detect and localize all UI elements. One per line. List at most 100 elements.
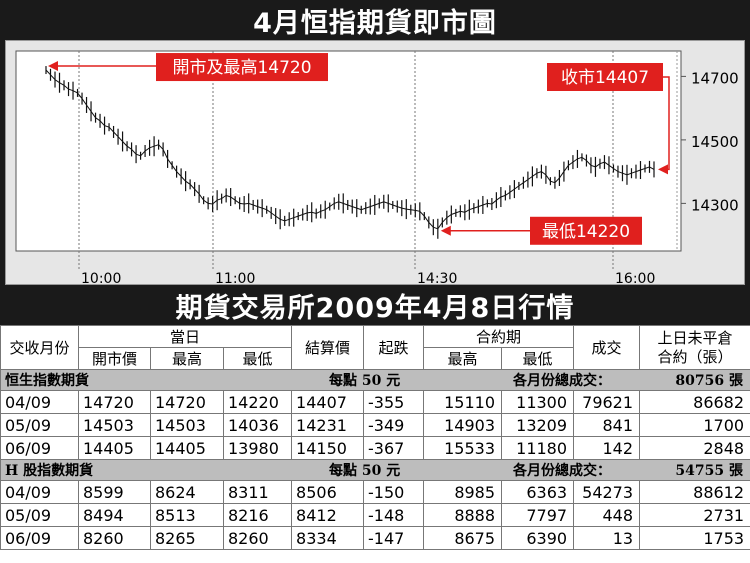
table-cell: -349 [363, 413, 425, 437]
table-cell: 8675 [423, 526, 503, 550]
table-cell: 14720 [150, 390, 224, 414]
oi-line2: 合約（張） [657, 347, 733, 366]
col-month: 交收月份 [0, 325, 79, 370]
table-cell: 13 [573, 526, 641, 550]
table-cell: 8624 [150, 480, 224, 504]
close-label-box [547, 63, 663, 91]
table-cell: -147 [363, 526, 425, 550]
col-volume: 成交 [573, 325, 641, 370]
table-cell: 15110 [423, 390, 503, 414]
table-row: 04/09 8599 8624 8311 8506 -150 8985 6363 54273 88… [0, 480, 750, 504]
table-cell: 14503 [150, 413, 224, 437]
table-cell: 8216 [222, 503, 293, 527]
table-cell: 8260 [78, 526, 151, 550]
table-cell: 88612 [639, 480, 750, 504]
y-tick-label: 14300 [691, 196, 739, 214]
group-total: 54755 張 [675, 463, 743, 479]
table-cell: 04/09 [0, 480, 79, 504]
table-cell: 8265 [150, 526, 224, 550]
table-cell: 14405 [78, 436, 151, 460]
table-cell: 14407 [291, 390, 365, 414]
col-contract: 合約期 [423, 325, 575, 348]
table-cell: 14903 [423, 413, 503, 437]
table-cell: 8260 [222, 526, 293, 550]
table-cell: 142 [573, 436, 641, 460]
table-cell: 8311 [222, 480, 293, 504]
table-cell: 14231 [291, 413, 365, 437]
col-open-interest: 上日未平倉 合約（張） [639, 325, 750, 370]
group-header-row: H 股指數期貨 每點 50 元 各月份總成交： 54755 張 [0, 459, 750, 481]
open-label: 開市及最高14720 [172, 58, 311, 78]
close-label: 收市14407 [561, 68, 649, 88]
open-arrow-head [48, 61, 58, 72]
intraday-chart: 14700 14500 14300 10:00 11:00 14:30 16:00 開市及最高… [5, 40, 745, 286]
col-contract-low: 最低 [501, 347, 575, 370]
table-cell: 8599 [78, 480, 151, 504]
group-total: 80756 張 [675, 373, 743, 389]
table-cell: 05/09 [0, 413, 79, 437]
table-row: 05/09 8494 8513 8216 8412 -148 8888 7797 448 2731 [0, 503, 750, 527]
group-name: 恒生指數期貨 [5, 373, 89, 389]
table-row: 05/09 14503 14503 14036 14231 -349 14903 13209 8… [0, 413, 750, 437]
x-tick-label: 14:30 [417, 271, 457, 286]
group-unit: 每點 50 元 [329, 463, 401, 479]
table-cell: 1753 [639, 526, 750, 550]
low-label-box [530, 216, 642, 245]
group-header: 恒生指數期貨 每點 50 元 各月份總成交： 80756 張 [0, 369, 750, 391]
table-cell: 8985 [423, 480, 503, 504]
col-low: 最低 [222, 347, 293, 370]
low-arrow-head [440, 225, 451, 236]
table-cell: 15533 [423, 436, 503, 460]
table-cell: 14405 [150, 436, 224, 460]
table-cell: -150 [363, 480, 425, 504]
chart-svg: 14700 14500 14300 10:00 11:00 14:30 16:00 開市及最高… [15, 50, 739, 286]
table-cell: 6390 [501, 526, 575, 550]
table-cell: 841 [573, 413, 641, 437]
table-cell: 14503 [78, 413, 151, 437]
futures-table: 交收月份 當日 結算價 起跌 合約期 成交 上日未平倉 合約（張） 開市價 最高… [0, 325, 750, 563]
table-cell: 14036 [222, 413, 293, 437]
table-cell: 14150 [291, 436, 365, 460]
table-cell: 8334 [291, 526, 365, 550]
open-label-box [156, 53, 328, 82]
col-today: 當日 [77, 325, 293, 348]
table-cell: 8412 [291, 503, 365, 527]
table-cell: 86682 [639, 390, 750, 414]
x-tick-label: 16:00 [615, 271, 655, 286]
table-row: 04/09 14720 14720 14220 14407 -355 15110 11300 7… [0, 390, 750, 414]
group-name: H 股指數期貨 [5, 463, 94, 479]
col-high: 最高 [150, 347, 224, 370]
x-tick-label: 10:00 [81, 271, 121, 286]
group-total-label: 各月份總成交： [513, 463, 611, 479]
table-cell: -367 [363, 436, 425, 460]
price-line [45, 69, 655, 230]
table-cell: -148 [363, 503, 425, 527]
table-cell: 11300 [501, 390, 575, 414]
table-cell: -355 [363, 390, 425, 414]
table-title: 期貨交易所2009年4月8日行情 [0, 285, 750, 325]
y-tick-label: 14700 [691, 69, 739, 87]
table-row: 06/09 14405 14405 13980 14150 -367 15533 11180 1… [0, 436, 750, 460]
table-cell: 79621 [573, 390, 641, 414]
group-total-label: 各月份總成交： [513, 373, 611, 389]
low-label: 最低14220 [542, 222, 630, 242]
table-cell: 2848 [639, 436, 750, 460]
x-tick-label: 11:00 [215, 271, 255, 286]
col-change: 起跌 [363, 325, 425, 370]
table-cell: 11180 [501, 436, 575, 460]
table-cell: 7797 [501, 503, 575, 527]
col-open: 開市價 [78, 347, 151, 370]
table-cell: 14720 [78, 390, 151, 414]
close-arrow-head [658, 164, 668, 175]
table-cell: 13980 [222, 436, 293, 460]
chart-title: 4月恒指期貨即市圖 [0, 0, 750, 40]
table-cell: 8506 [291, 480, 365, 504]
oi-line1: 上日未平倉 [657, 328, 733, 347]
table-cell: 6363 [501, 480, 575, 504]
y-tick-label: 14500 [691, 133, 739, 151]
table-cell: 14220 [222, 390, 293, 414]
group-unit: 每點 50 元 [329, 373, 401, 389]
table-cell: 13209 [501, 413, 575, 437]
table-cell: 8494 [78, 503, 151, 527]
table-cell: 8513 [150, 503, 224, 527]
